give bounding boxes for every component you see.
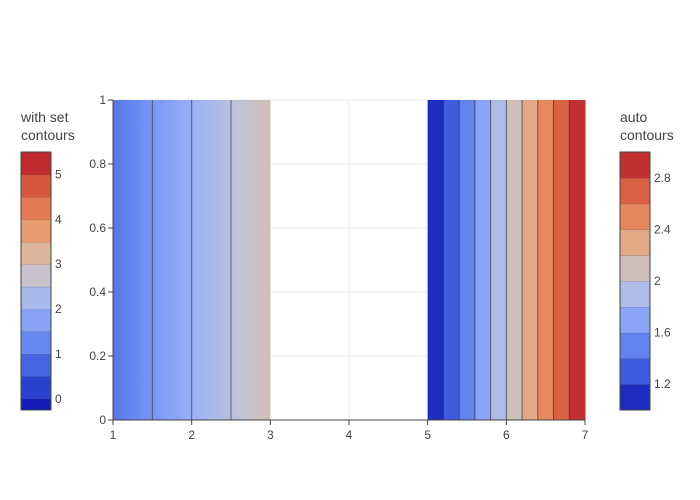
contour-band-auto-contours xyxy=(537,100,555,420)
contour-band-auto-contours xyxy=(490,100,507,420)
colorbar-band xyxy=(21,264,51,287)
colorbar-title: contours xyxy=(21,127,75,143)
colorbar-band xyxy=(21,398,51,411)
contour-band-auto-contours xyxy=(443,100,460,420)
colorbar-outline xyxy=(619,151,651,411)
colorbar-band xyxy=(620,384,650,411)
colorbar-band xyxy=(21,331,51,355)
colorbar-band xyxy=(620,152,650,179)
contour-band-auto-contours xyxy=(474,100,492,420)
x-tick-label: 4 xyxy=(346,428,353,442)
contour-band-auto-contours xyxy=(569,100,586,420)
y-tick-label: 0.6 xyxy=(89,221,106,235)
colorbar-outline xyxy=(20,151,52,411)
colorbar-band xyxy=(21,152,51,175)
colorbar-tick-label: 3 xyxy=(55,257,62,271)
colorbar-band xyxy=(620,306,650,333)
y-tick-label: 0.2 xyxy=(89,349,106,363)
colorbar-band xyxy=(620,281,650,308)
contour-traces xyxy=(113,100,586,420)
colorbar-band xyxy=(620,229,650,256)
colorbar-band xyxy=(21,174,51,198)
colorbar-tick-label: 2.4 xyxy=(654,222,671,236)
colorbar-title: with set xyxy=(20,109,69,125)
x-tick-label: 3 xyxy=(267,428,274,442)
colorbar-band xyxy=(620,255,650,282)
colorbar-band xyxy=(21,353,51,377)
colorbar-band xyxy=(620,177,650,204)
colorbar-band xyxy=(21,286,51,310)
colorbar-tick-label: 1 xyxy=(55,347,62,361)
colorbar-band xyxy=(21,309,51,332)
axes: 1 2 3 4 5 6 7 0 0.2 0.4 0.6 0.8 1 xyxy=(89,93,588,442)
colorbar-band xyxy=(21,196,51,220)
colorbar-band xyxy=(21,241,51,265)
colorbar-tick-label: 1.2 xyxy=(654,377,671,391)
colorbar-tick-label: 2 xyxy=(55,302,62,316)
x-tick-label: 2 xyxy=(188,428,195,442)
x-tick-label: 7 xyxy=(582,428,589,442)
contour-band-auto-contours xyxy=(459,100,476,420)
colorbar-tick-label: 1.6 xyxy=(654,326,671,340)
colorbar-tick-label: 2.8 xyxy=(654,171,671,185)
colorbar-auto-contours: auto contours 1.2 1.6 2 2.4 2.8 xyxy=(619,109,674,411)
colorbar-band xyxy=(21,376,51,400)
colorbar-tick-label: 5 xyxy=(55,167,62,181)
y-tick-label: 0 xyxy=(99,413,106,427)
colorbar-band xyxy=(620,203,650,230)
y-tick-label: 1 xyxy=(99,93,106,107)
colorbar-tick-label: 0 xyxy=(55,392,62,406)
contour-band-auto-contours xyxy=(427,100,444,420)
contour-band-auto-contours xyxy=(506,100,523,420)
colorbar-title: contours xyxy=(620,127,674,143)
colorbar-title: auto xyxy=(620,109,647,125)
colorbar-band xyxy=(620,332,650,359)
contour-band-auto-contours xyxy=(553,100,570,420)
colorbar-with-set-contours: with set contours 0 1 2 3 4 5 xyxy=(20,109,75,411)
colorbar-band xyxy=(620,358,650,385)
y-tick-label: 0.8 xyxy=(89,157,106,171)
y-tick-label: 0.4 xyxy=(89,285,106,299)
x-tick-label: 5 xyxy=(424,428,431,442)
colorbar-tick-label: 4 xyxy=(55,212,62,226)
x-tick-label: 1 xyxy=(110,428,117,442)
colorbar-band xyxy=(21,219,51,243)
x-tick-label: 6 xyxy=(503,428,510,442)
colorbar-tick-label: 2 xyxy=(654,274,661,288)
contour-band-auto-contours xyxy=(522,100,539,420)
